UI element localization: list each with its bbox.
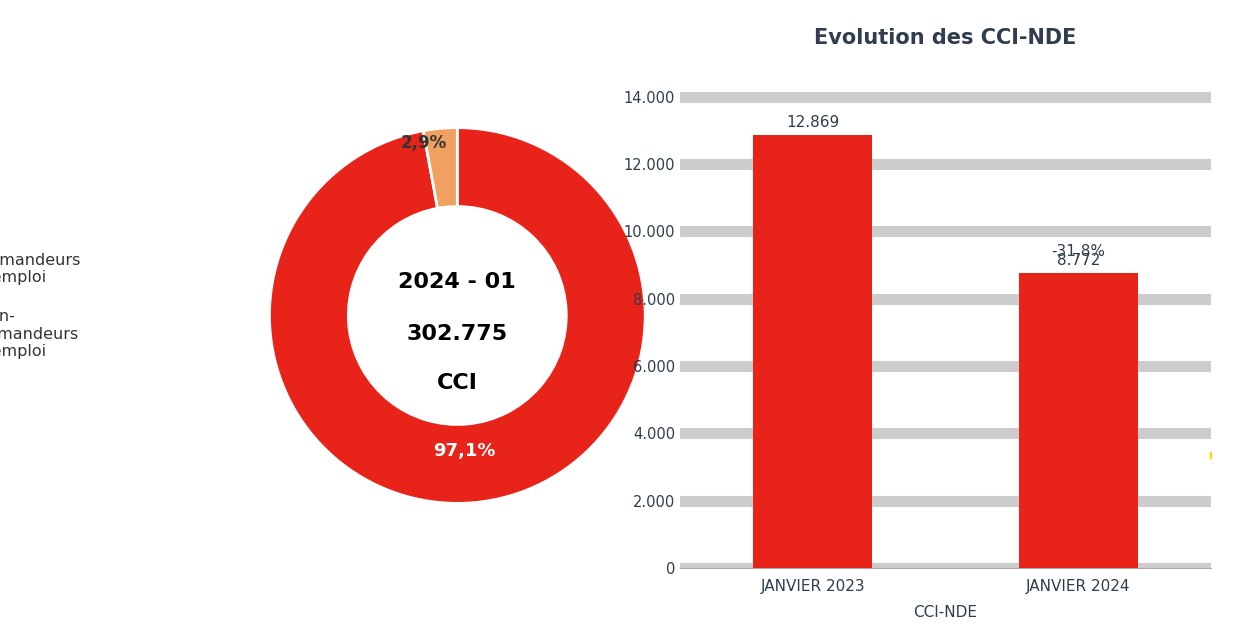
Text: 97,1%: 97,1% (434, 442, 496, 460)
Wedge shape (423, 127, 457, 208)
Wedge shape (269, 127, 645, 504)
X-axis label: CCI-NDE: CCI-NDE (913, 605, 978, 620)
Text: 12.869: 12.869 (786, 115, 839, 131)
Text: 8.772: 8.772 (1057, 253, 1100, 268)
Bar (753, 135, 873, 568)
Title: Evolution des CCI-NDE: Evolution des CCI-NDE (815, 28, 1077, 48)
Bar (1018, 273, 1138, 568)
Text: 302.775: 302.775 (407, 324, 508, 345)
Text: CCI: CCI (436, 373, 478, 393)
Text: 2,9%: 2,9% (400, 134, 446, 151)
Text: 2024 - 01: 2024 - 01 (398, 272, 517, 292)
Legend: Demandeurs
d'emploi, Non-
demandeurs
d'emploi: Demandeurs d'emploi, Non- demandeurs d'e… (0, 253, 80, 359)
Text: -31,8%: -31,8% (1052, 244, 1105, 259)
